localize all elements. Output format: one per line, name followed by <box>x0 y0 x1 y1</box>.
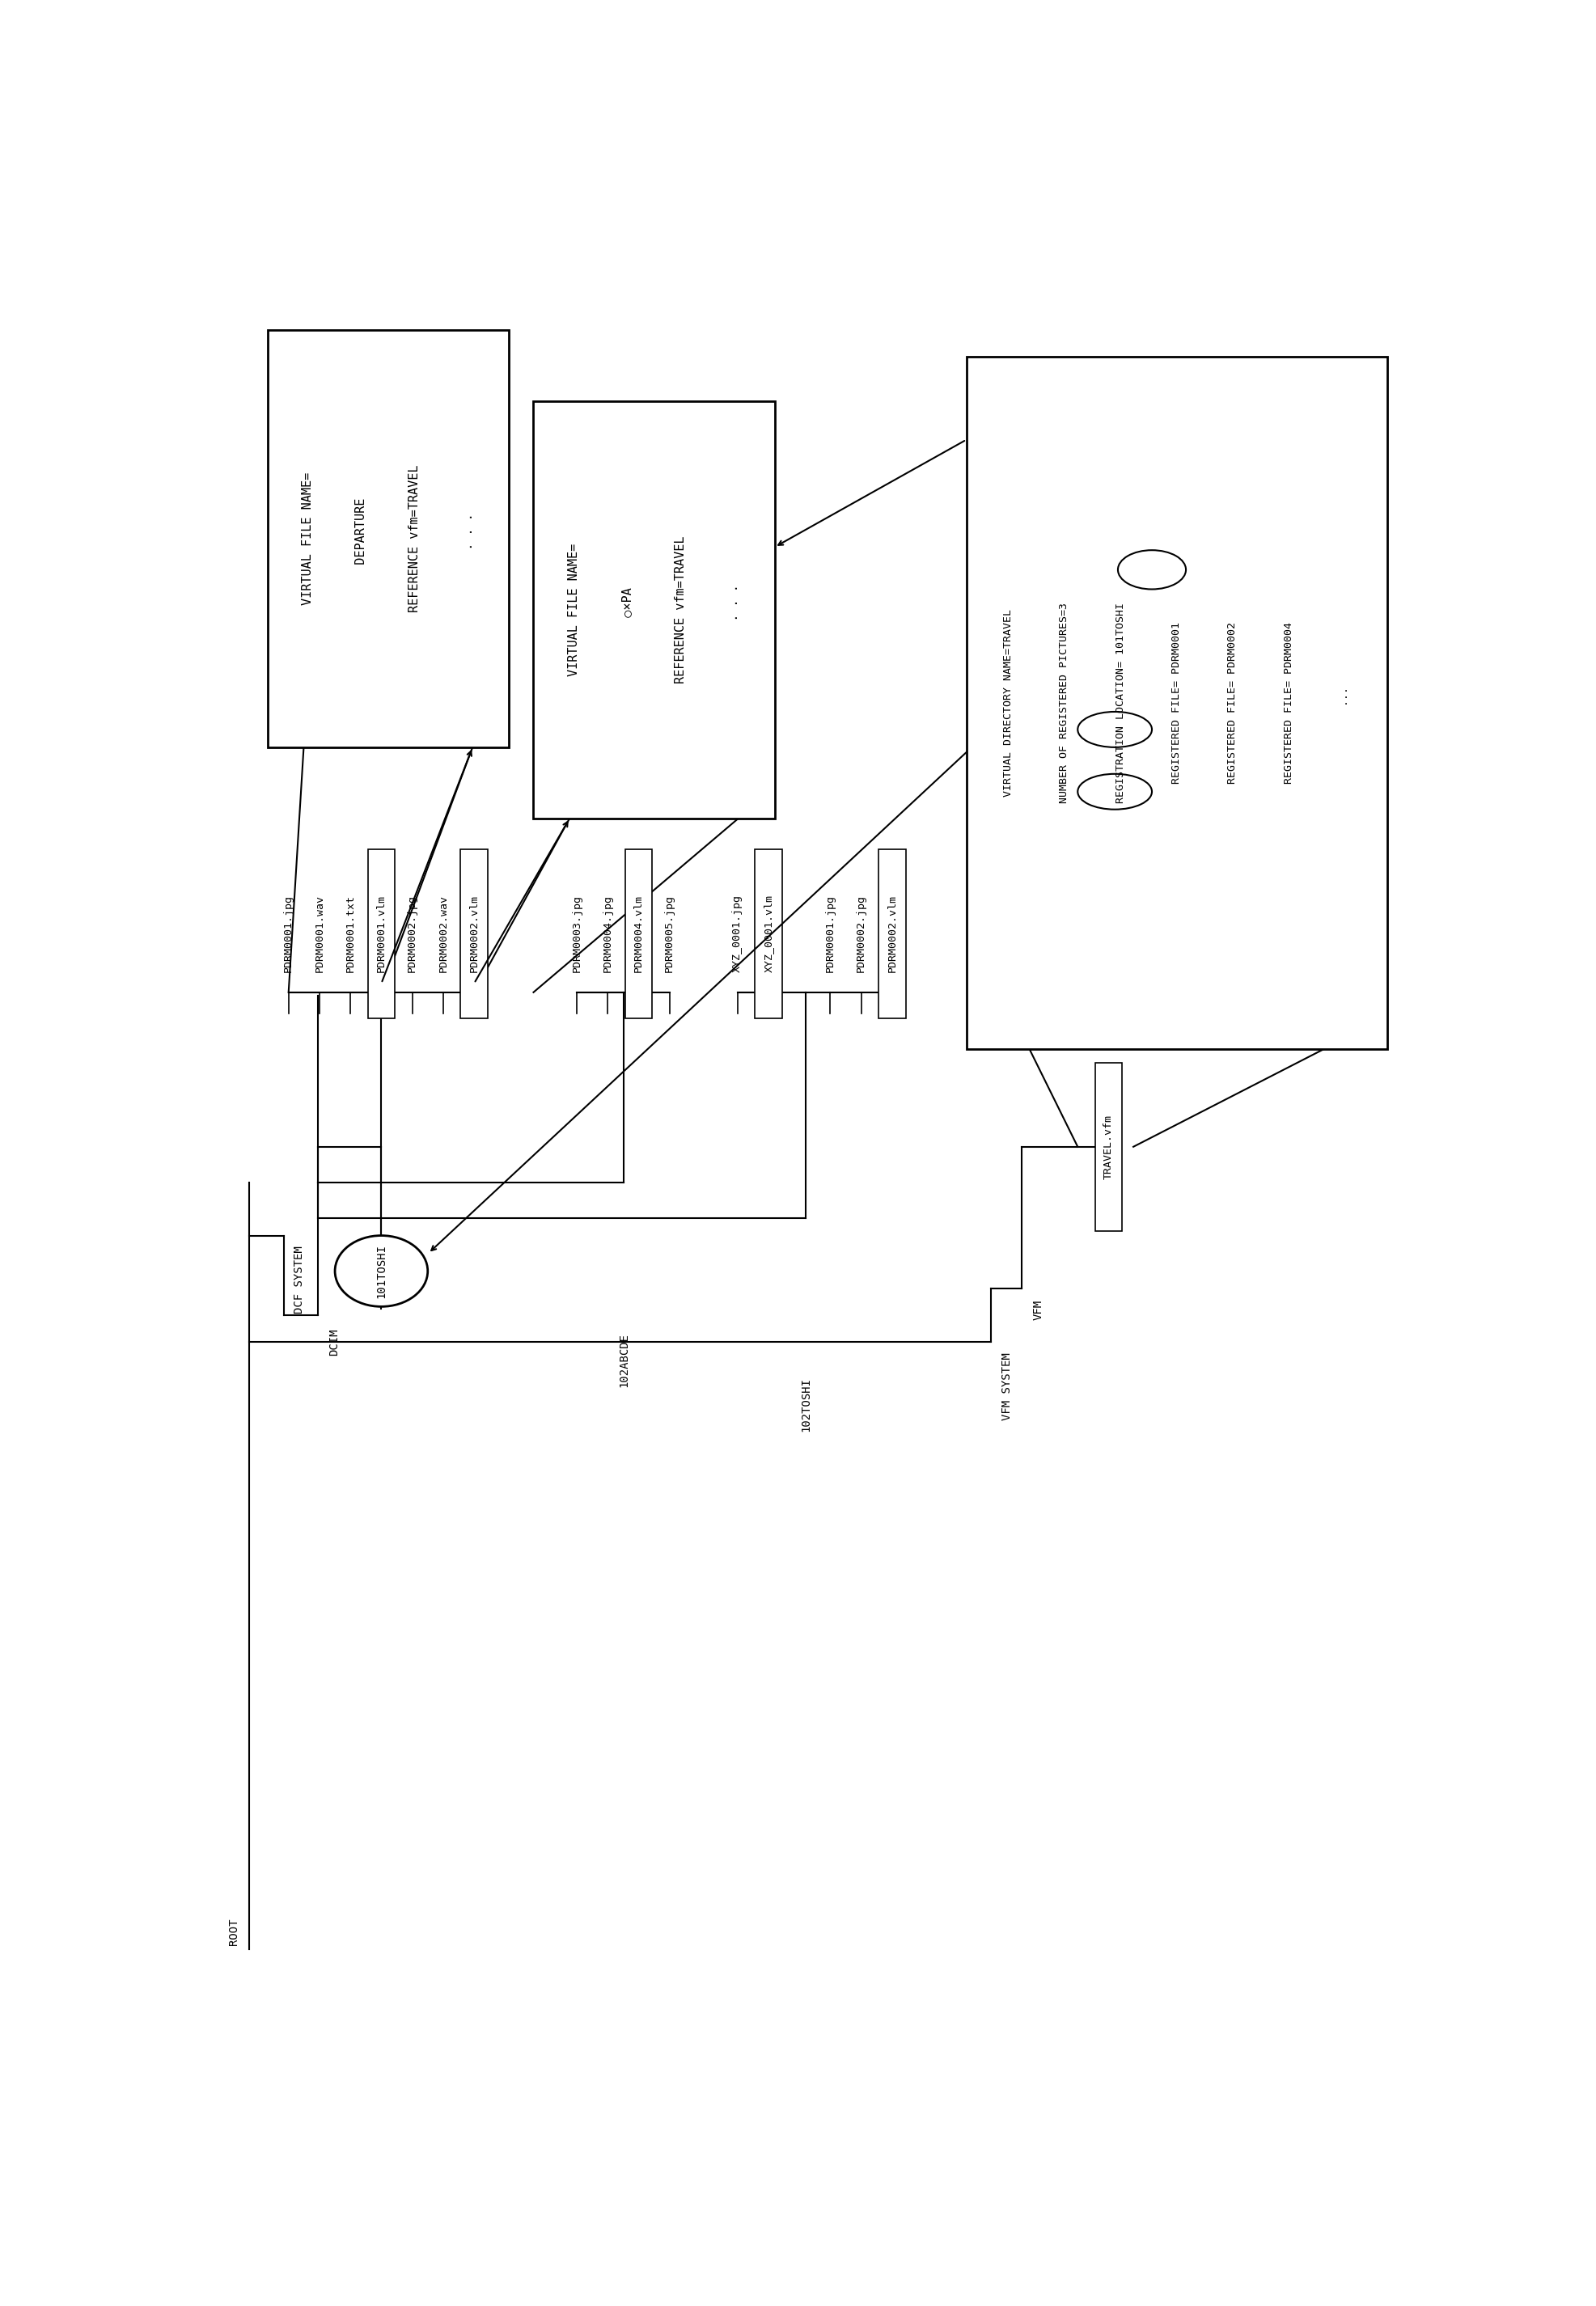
Text: VIRTUAL FILE NAME=: VIRTUAL FILE NAME= <box>568 544 579 676</box>
Text: DCIM: DCIM <box>329 1328 340 1356</box>
Bar <box>367 849 394 1017</box>
Text: REFERENCE vfm=TRAVEL: REFERENCE vfm=TRAVEL <box>675 535 686 683</box>
Text: FIG. 3: FIG. 3 <box>1219 429 1331 464</box>
Text: TRAVEL.vfm: TRAVEL.vfm <box>1103 1114 1114 1178</box>
Text: VIRTUAL FILE NAME=: VIRTUAL FILE NAME= <box>302 473 314 604</box>
Text: PDRM0004.vlm: PDRM0004.vlm <box>634 895 643 973</box>
Text: PDRM0001.wav: PDRM0001.wav <box>314 895 324 973</box>
Text: PDRM0001.jpg: PDRM0001.jpg <box>284 895 294 973</box>
Text: VFM SYSTEM: VFM SYSTEM <box>1002 1354 1013 1420</box>
Bar <box>755 849 782 1017</box>
Text: PDRM0001.jpg: PDRM0001.jpg <box>825 895 836 973</box>
Bar <box>533 401 774 819</box>
Bar <box>1095 1063 1122 1231</box>
Text: REGISTRATION LOCATION= 101TOSHI: REGISTRATION LOCATION= 101TOSHI <box>1116 602 1125 802</box>
Text: ...: ... <box>1339 687 1350 719</box>
Text: VFM: VFM <box>1033 1301 1044 1321</box>
Text: REGISTERED FILE= PDRM0002: REGISTERED FILE= PDRM0002 <box>1227 623 1238 784</box>
Bar <box>878 849 907 1017</box>
Text: PDRM0004.jpg: PDRM0004.jpg <box>602 895 613 973</box>
Ellipse shape <box>335 1236 428 1308</box>
Text: VIRTUAL DIRECTORY NAME=TRAVEL: VIRTUAL DIRECTORY NAME=TRAVEL <box>1004 609 1013 796</box>
Text: . . .: . . . <box>463 512 474 565</box>
Text: . . .: . . . <box>728 583 741 636</box>
Text: ROOT: ROOT <box>228 1919 239 1946</box>
Text: REFERENCE vfm=TRAVEL: REFERENCE vfm=TRAVEL <box>409 466 421 613</box>
Text: PDRM0002.vlm: PDRM0002.vlm <box>887 895 897 973</box>
Text: 102TOSHI: 102TOSHI <box>800 1377 811 1432</box>
Text: NUMBER OF REGISTERED PICTURES=3: NUMBER OF REGISTERED PICTURES=3 <box>1060 602 1069 802</box>
Bar <box>461 849 488 1017</box>
Text: 102ABCDE: 102ABCDE <box>618 1333 629 1386</box>
Text: PDRM0001.txt: PDRM0001.txt <box>345 895 356 973</box>
Text: ○×PA: ○×PA <box>621 588 634 632</box>
Bar <box>626 849 653 1017</box>
Text: PDRM0002.wav: PDRM0002.wav <box>437 895 448 973</box>
Text: PDRM0001.vlm: PDRM0001.vlm <box>377 895 386 973</box>
Text: PDRM0003.jpg: PDRM0003.jpg <box>571 895 583 973</box>
Bar <box>966 357 1387 1049</box>
Text: REGISTERED FILE= PDRM0004: REGISTERED FILE= PDRM0004 <box>1283 623 1294 784</box>
Text: XYZ_0001.vlm: XYZ_0001.vlm <box>763 895 774 973</box>
Text: PDRM0005.jpg: PDRM0005.jpg <box>664 895 675 973</box>
Bar <box>268 330 509 747</box>
Text: DCF SYSTEM: DCF SYSTEM <box>294 1245 305 1314</box>
Text: 101TOSHI: 101TOSHI <box>375 1243 386 1298</box>
Text: DEPARTURE: DEPARTURE <box>356 498 367 579</box>
Text: PDRM0002.jpg: PDRM0002.jpg <box>407 895 418 973</box>
Text: REGISTERED FILE= PDRM0001: REGISTERED FILE= PDRM0001 <box>1171 623 1183 784</box>
Text: PDRM0002.vlm: PDRM0002.vlm <box>469 895 479 973</box>
Text: XYZ_0001.jpg: XYZ_0001.jpg <box>733 895 742 973</box>
Text: PDRM0002.jpg: PDRM0002.jpg <box>855 895 867 973</box>
